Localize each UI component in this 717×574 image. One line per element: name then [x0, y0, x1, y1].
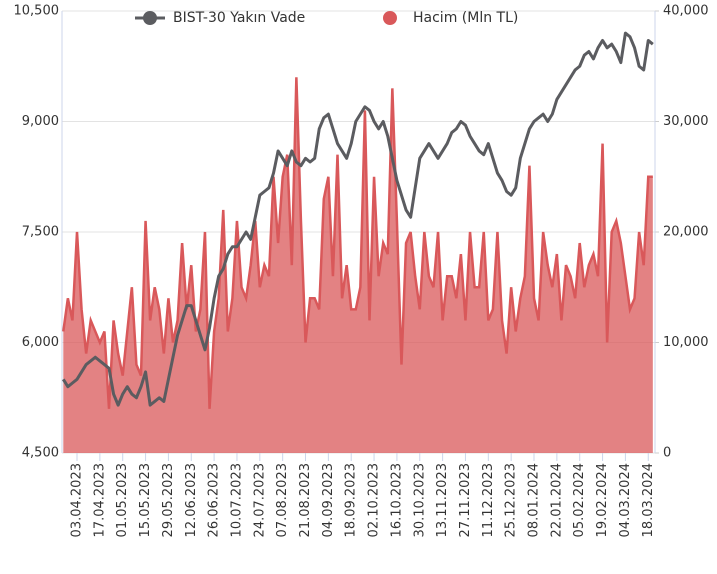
x-tick-label: 04.03.2024: [618, 463, 633, 537]
y-tick-label: 10,500: [14, 4, 60, 19]
y2-tick-label: 0: [663, 446, 671, 461]
x-tick-label: 08.01.2024: [527, 463, 542, 537]
y2-tick-label: 30,000: [663, 114, 709, 129]
x-tick-label: 22.01.2024: [549, 463, 564, 537]
y2-tick-label: 10,000: [663, 335, 709, 350]
x-tick-label: 18.09.2023: [344, 463, 359, 537]
volume-line: [62, 77, 653, 409]
x-tick-label: 10.07.2023: [229, 463, 244, 537]
x-tick-label: 02.10.2023: [367, 463, 382, 537]
x-tick-label: 27.11.2023: [458, 463, 473, 537]
x-tick-label: 12.06.2023: [184, 463, 199, 537]
x-tick-label: 04.09.2023: [321, 463, 336, 537]
x-tick-label: 05.02.2024: [572, 463, 587, 537]
legend-marker: [383, 11, 397, 25]
x-tick-label: 15.05.2023: [138, 463, 153, 537]
legend-label: Hacim (Mln TL): [413, 10, 518, 26]
x-tick-label: 03.04.2023: [70, 463, 85, 537]
volume-area: [63, 77, 653, 454]
x-tick-label: 26.06.2023: [207, 463, 222, 537]
x-tick-label: 11.12.2023: [481, 463, 496, 537]
y2-tick-label: 40,000: [663, 4, 709, 19]
x-tick-label: 25.12.2023: [504, 463, 519, 537]
price-line: [62, 31, 654, 407]
x-tick-label: 13.11.2023: [435, 463, 450, 537]
x-tick-label: 07.08.2023: [275, 463, 290, 537]
x-tick-label: 29.05.2023: [161, 463, 176, 537]
x-tick-label: 17.04.2023: [92, 463, 107, 537]
legend-marker: [143, 11, 157, 25]
x-tick-label: 01.05.2023: [115, 463, 130, 537]
y-tick-label: 6,000: [22, 335, 59, 350]
y-tick-label: 7,500: [22, 225, 59, 240]
x-tick-label: 16.10.2023: [389, 463, 404, 537]
y2-tick-label: 20,000: [663, 225, 709, 240]
x-tick-label: 19.02.2024: [595, 463, 610, 537]
x-tick-label: 30.10.2023: [412, 463, 427, 537]
legend-label: BIST-30 Yakın Vade: [173, 10, 305, 26]
x-tick-label: 18.03.2024: [641, 463, 656, 537]
x-tick-label: 24.07.2023: [252, 463, 267, 537]
x-tick-label: 21.08.2023: [298, 463, 313, 537]
y-tick-label: 9,000: [22, 114, 59, 129]
y-tick-label: 4,500: [22, 446, 59, 461]
